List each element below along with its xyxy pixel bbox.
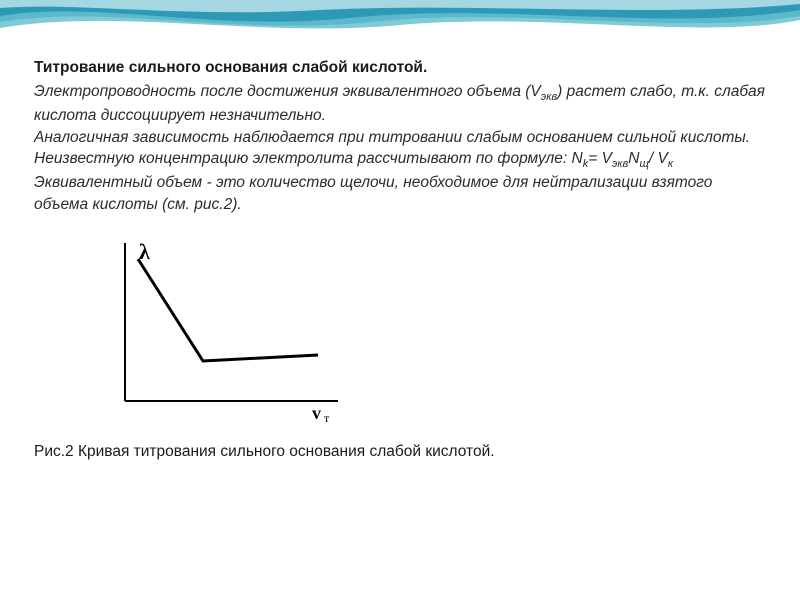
- p2-sub-sh: щ: [639, 158, 648, 170]
- p2-text-c: N: [628, 150, 639, 167]
- p2-text-b: = V: [588, 150, 612, 167]
- chart-svg: λ vт: [90, 233, 350, 423]
- svg-text:т: т: [324, 411, 330, 423]
- p1-text-a: Электропроводность после достижения экви…: [34, 83, 541, 100]
- slide-title: Титрование сильного основания слабой кис…: [34, 58, 766, 79]
- p1-sub-ekv: экв: [541, 91, 557, 103]
- p2-sub-ekv: экв: [612, 158, 628, 170]
- paragraph-2: Аналогичная зависимость наблюдается при …: [34, 127, 766, 173]
- paragraph-1: Электропроводность после достижения экви…: [34, 81, 766, 127]
- p2-text-d: / V: [649, 150, 668, 167]
- figure-caption: Рис.2 Кривая титрования сильного основан…: [34, 443, 766, 461]
- p2-sub-kk: к: [668, 158, 673, 170]
- paragraph-3: Эквивалентный объем - это количество щел…: [34, 172, 766, 215]
- svg-text:λ: λ: [139, 239, 150, 264]
- slide-content: Титрование сильного основания слабой кис…: [0, 0, 800, 461]
- titration-chart: λ vт: [90, 233, 350, 423]
- svg-text:v: v: [312, 403, 321, 423]
